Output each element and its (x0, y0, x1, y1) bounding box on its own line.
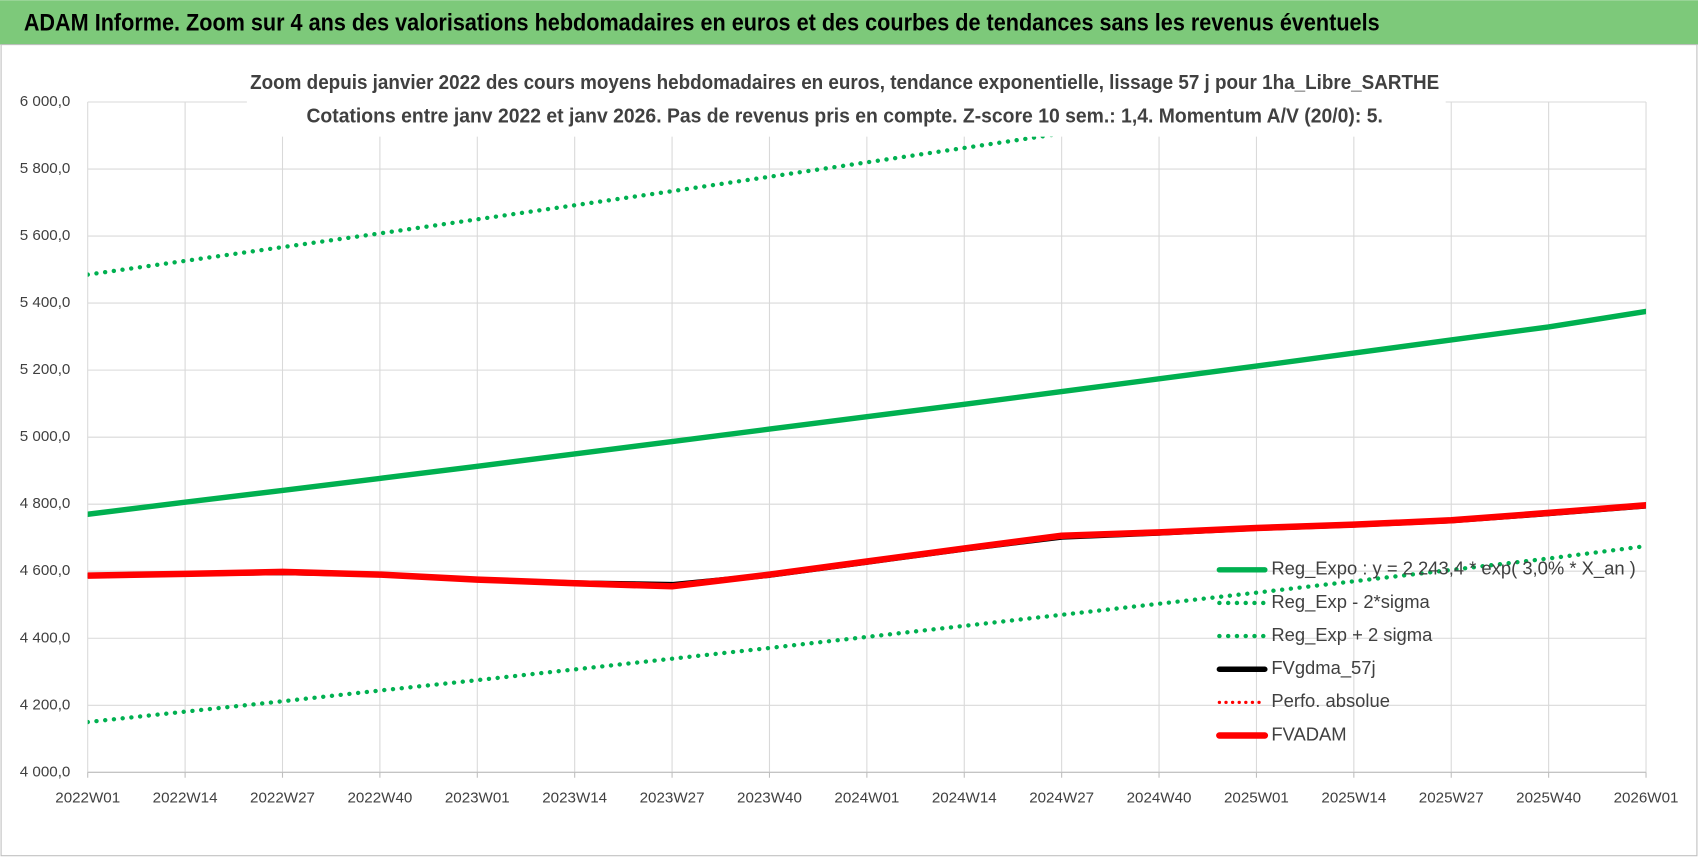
chart-subtitle: Cotations entre janv 2022 et janv 2026. … (306, 105, 1382, 128)
x-tick-label: 2022W27 (250, 789, 315, 806)
x-tick-label: 2024W14 (932, 789, 997, 806)
x-tick-label: 2023W01 (445, 789, 510, 806)
x-tick-label: 2023W27 (640, 789, 705, 806)
x-tick-label: 2024W40 (1127, 789, 1192, 806)
y-tick-label: 6 000,0 (20, 93, 71, 110)
y-tick-label: 5 600,0 (20, 227, 71, 244)
x-tick-label: 2024W01 (834, 789, 899, 806)
header-band (0, 0, 1698, 45)
legend-label: Reg_Exp - 2*sigma (1271, 591, 1430, 613)
x-tick-label: 2025W27 (1419, 789, 1484, 806)
chart-title: Zoom depuis janvier 2022 des cours moyen… (250, 71, 1439, 94)
x-tick-label: 2026W01 (1614, 789, 1679, 806)
series-line (87, 543, 1647, 725)
frame (0, 44, 1698, 857)
legend-label: Perfo. absolue (1271, 690, 1390, 711)
y-tick-label: 4 800,0 (20, 495, 71, 512)
y-tick-label: 4 400,0 (20, 629, 71, 646)
y-tick-label: 5 000,0 (20, 428, 71, 445)
y-tick-label: 4 000,0 (20, 763, 71, 780)
lines (87, 102, 1647, 725)
legend-label: FVADAM (1271, 723, 1346, 744)
legend: Reg_Expo : y = 2 243,4 * exp( 3,0% * X_a… (1216, 558, 1636, 744)
x-tick-label: 2022W14 (153, 789, 218, 806)
x-tick-label: 2025W01 (1224, 789, 1289, 806)
y-tick-label: 5 400,0 (20, 294, 71, 311)
legend-label: FVgdma_57j (1271, 657, 1375, 679)
legend-label: Reg_Expo : y = 2 243,4 * exp( 3,0% * X_a… (1271, 558, 1635, 580)
y-tick-label: 4 600,0 (20, 562, 71, 579)
title-box (246, 67, 1446, 137)
x-tick-label: 2022W40 (347, 789, 412, 806)
y-tick-label: 5 800,0 (20, 160, 71, 177)
x-tick-label: 2023W40 (737, 789, 802, 806)
x-tick-label: 2022W01 (55, 789, 120, 806)
legend-label: Reg_Exp + 2 sigma (1271, 624, 1433, 646)
series-line (87, 308, 1647, 517)
header-title: ADAM Informe. Zoom sur 4 ans des valoris… (24, 9, 1380, 36)
y-tick-label: 4 200,0 (20, 696, 71, 713)
series-line (87, 501, 1647, 590)
x-tick-label: 2023W14 (542, 789, 607, 806)
series-line (87, 102, 1282, 277)
x-tick-label: 2024W27 (1029, 789, 1094, 806)
x-tick-label: 2025W40 (1516, 789, 1581, 806)
x-tick-label: 2025W14 (1321, 789, 1386, 806)
y-tick-label: 5 200,0 (20, 361, 71, 378)
